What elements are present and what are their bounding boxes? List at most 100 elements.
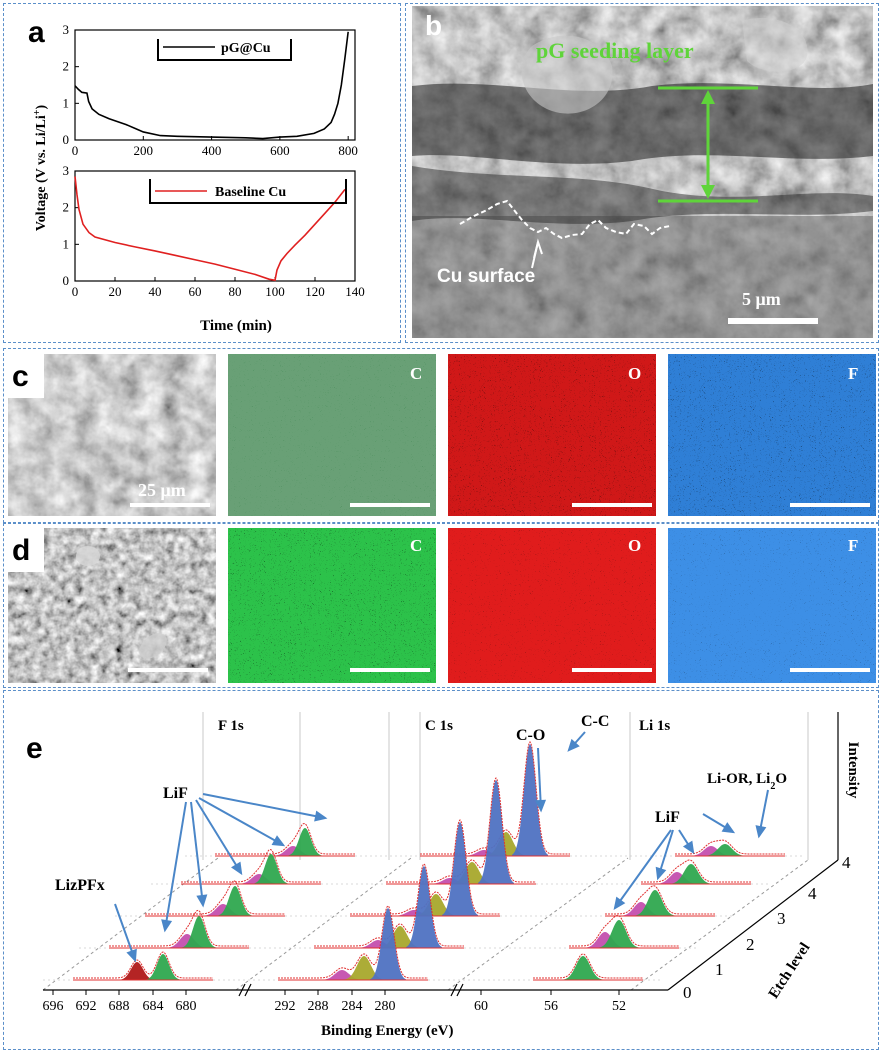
axis-break xyxy=(244,983,252,997)
arrow-head-icon xyxy=(231,861,243,876)
x-tick-label: 684 xyxy=(143,999,164,1014)
panel-e-label: e xyxy=(26,732,43,765)
fit-envelope xyxy=(420,741,570,855)
etch-tick-label: 1 xyxy=(715,960,724,979)
fit-envelope xyxy=(569,914,679,947)
fit-envelope xyxy=(278,905,428,979)
lif-f1s-peak xyxy=(217,886,253,916)
lif-f1s-peak xyxy=(181,916,217,948)
x-tick-label: 100 xyxy=(265,284,285,299)
lif-label-f1s: LiF xyxy=(163,785,188,802)
baseline-cu-chart: 0 20 40 60 80 100 120 140 0 1 2 3 Baseline Cu xyxy=(63,163,365,299)
etch-tick-label: 4 xyxy=(842,853,851,872)
scale-bar-text-b: 5 μm xyxy=(742,289,781,309)
fluorine-tint-d xyxy=(668,528,876,683)
x-tick-label: 52 xyxy=(612,999,626,1014)
x-tick-label: 696 xyxy=(43,999,64,1014)
lior-li2o-label: Li-OR, Li2O xyxy=(707,771,787,792)
annotation-arrow xyxy=(198,797,284,846)
annotation-arrow xyxy=(164,801,187,931)
fit-envelope xyxy=(533,953,643,979)
lif-f1s-peak xyxy=(287,828,323,856)
etch-tick-label: 3 xyxy=(777,909,786,928)
panel-d-frame xyxy=(3,523,879,688)
panel-b-frame xyxy=(405,3,879,343)
thickness-arrow-icon xyxy=(459,86,758,269)
x-tick-label: 288 xyxy=(308,999,329,1014)
section-title-f1s: F 1s xyxy=(218,718,244,734)
axis-break xyxy=(450,983,458,997)
panel-c-carbon-map xyxy=(228,354,436,516)
intensity-label: Intensity xyxy=(845,742,861,799)
arrow-head-icon xyxy=(126,948,137,963)
panel-d-label: d xyxy=(12,534,31,567)
panel-a-charts: Voltage (V vs. Li/Li+) Time (min) 0 200 40… xyxy=(32,22,365,334)
voltage-curve xyxy=(74,31,349,140)
xps-spectra xyxy=(73,741,785,981)
y-tick-label: 2 xyxy=(63,59,70,74)
etch-level-label: Etch level xyxy=(766,940,814,1001)
x-tick-label: 80 xyxy=(229,284,242,299)
plot-frame xyxy=(74,29,356,141)
scale-bar-d xyxy=(128,668,208,672)
panel-d-label-bg xyxy=(8,528,44,572)
arrow-head-icon xyxy=(314,810,328,822)
panel-d-oxygen-label: O xyxy=(628,536,642,555)
binding-energy-axis: 696 692 688 684 680 292 288 284 280 60 56 52 xyxy=(43,983,668,1014)
arrow-head-icon xyxy=(755,825,767,839)
lizpfx-peak xyxy=(119,962,155,980)
voltage-curve xyxy=(74,176,346,282)
x-tick-label: 292 xyxy=(275,999,296,1014)
x-tick-label: 284 xyxy=(342,999,363,1014)
cc-peak xyxy=(512,744,548,856)
lif-f1s-peak xyxy=(145,954,181,980)
y-tick-label: 3 xyxy=(63,22,70,37)
xps-depth-profile: F 1s C 1s Li 1s 696 692 688 684 680 292 288 284… xyxy=(43,712,861,1039)
x-tick-label: 56 xyxy=(544,999,558,1014)
axis-break xyxy=(456,983,464,997)
fit-envelope xyxy=(605,885,715,915)
annotation-arrow xyxy=(537,747,542,811)
etch-tick-label: 4 xyxy=(808,884,817,903)
lif-li1s-peak xyxy=(634,890,676,916)
lif-li1s-peak xyxy=(704,844,746,856)
scale-bar-text-c: 25 μm xyxy=(138,480,186,500)
scale-bar-c-fluorine xyxy=(790,503,870,507)
fit-envelope xyxy=(145,880,285,915)
y-tick-label: 1 xyxy=(63,236,70,251)
arrow-head-icon xyxy=(161,919,173,933)
x-tick-label: 400 xyxy=(202,143,222,158)
scale-bar-c xyxy=(130,503,210,507)
co-peak xyxy=(343,956,385,980)
section-title-c1s: C 1s xyxy=(425,718,453,734)
cc-label: C-C xyxy=(581,713,609,730)
arrow-head-icon xyxy=(567,738,580,752)
pg-cu-chart: 0 200 400 600 800 0 1 2 3 pG@Cu xyxy=(63,22,358,158)
panel-b-label: b xyxy=(425,10,443,41)
x-tick-label: 120 xyxy=(305,284,325,299)
scale-bar-d-oxygen xyxy=(572,668,652,672)
annotation-arrow xyxy=(190,801,204,906)
scale-bar-b xyxy=(728,318,818,324)
panel-c-oxygen-label: O xyxy=(628,364,642,383)
etch-level-axis: 0 1 2 3 4 4 xyxy=(667,853,851,1002)
etch-tick-label: 0 xyxy=(683,983,692,1002)
x-tick-label: 692 xyxy=(76,999,97,1014)
etch-row-0 xyxy=(73,905,643,981)
cc-peak xyxy=(478,780,514,884)
panel-c-label-bg xyxy=(8,354,44,398)
x-tick-label: 600 xyxy=(270,143,290,158)
x-tick-label: 688 xyxy=(109,999,130,1014)
scale-bar-d-fluorine xyxy=(790,668,870,672)
co-label: C-O xyxy=(516,727,545,744)
panel-a-label: a xyxy=(28,16,45,49)
legend-text-baseline: Baseline Cu xyxy=(215,185,286,200)
y-tick-label: 3 xyxy=(63,163,70,178)
y-tick-label: 0 xyxy=(63,273,70,288)
axis-break xyxy=(238,983,246,997)
arrow-head-icon xyxy=(534,799,547,813)
cu-surface-label: Cu surface xyxy=(437,266,536,287)
etch-row-1 xyxy=(109,863,679,949)
fit-envelope xyxy=(314,863,464,947)
floor-diagonal xyxy=(630,859,809,991)
